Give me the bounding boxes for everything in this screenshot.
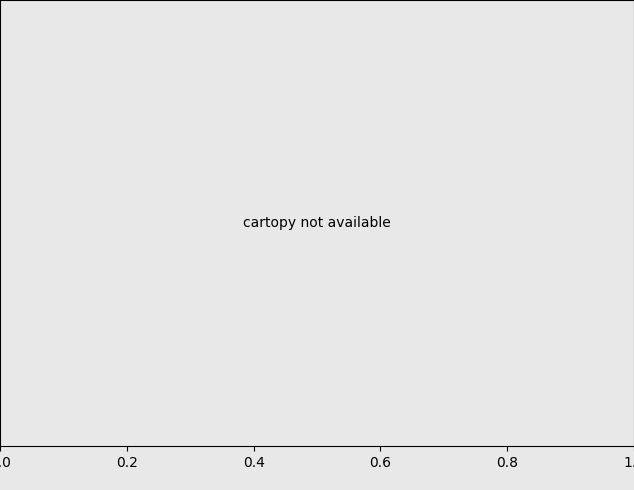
Text: cartopy not available: cartopy not available (243, 216, 391, 230)
